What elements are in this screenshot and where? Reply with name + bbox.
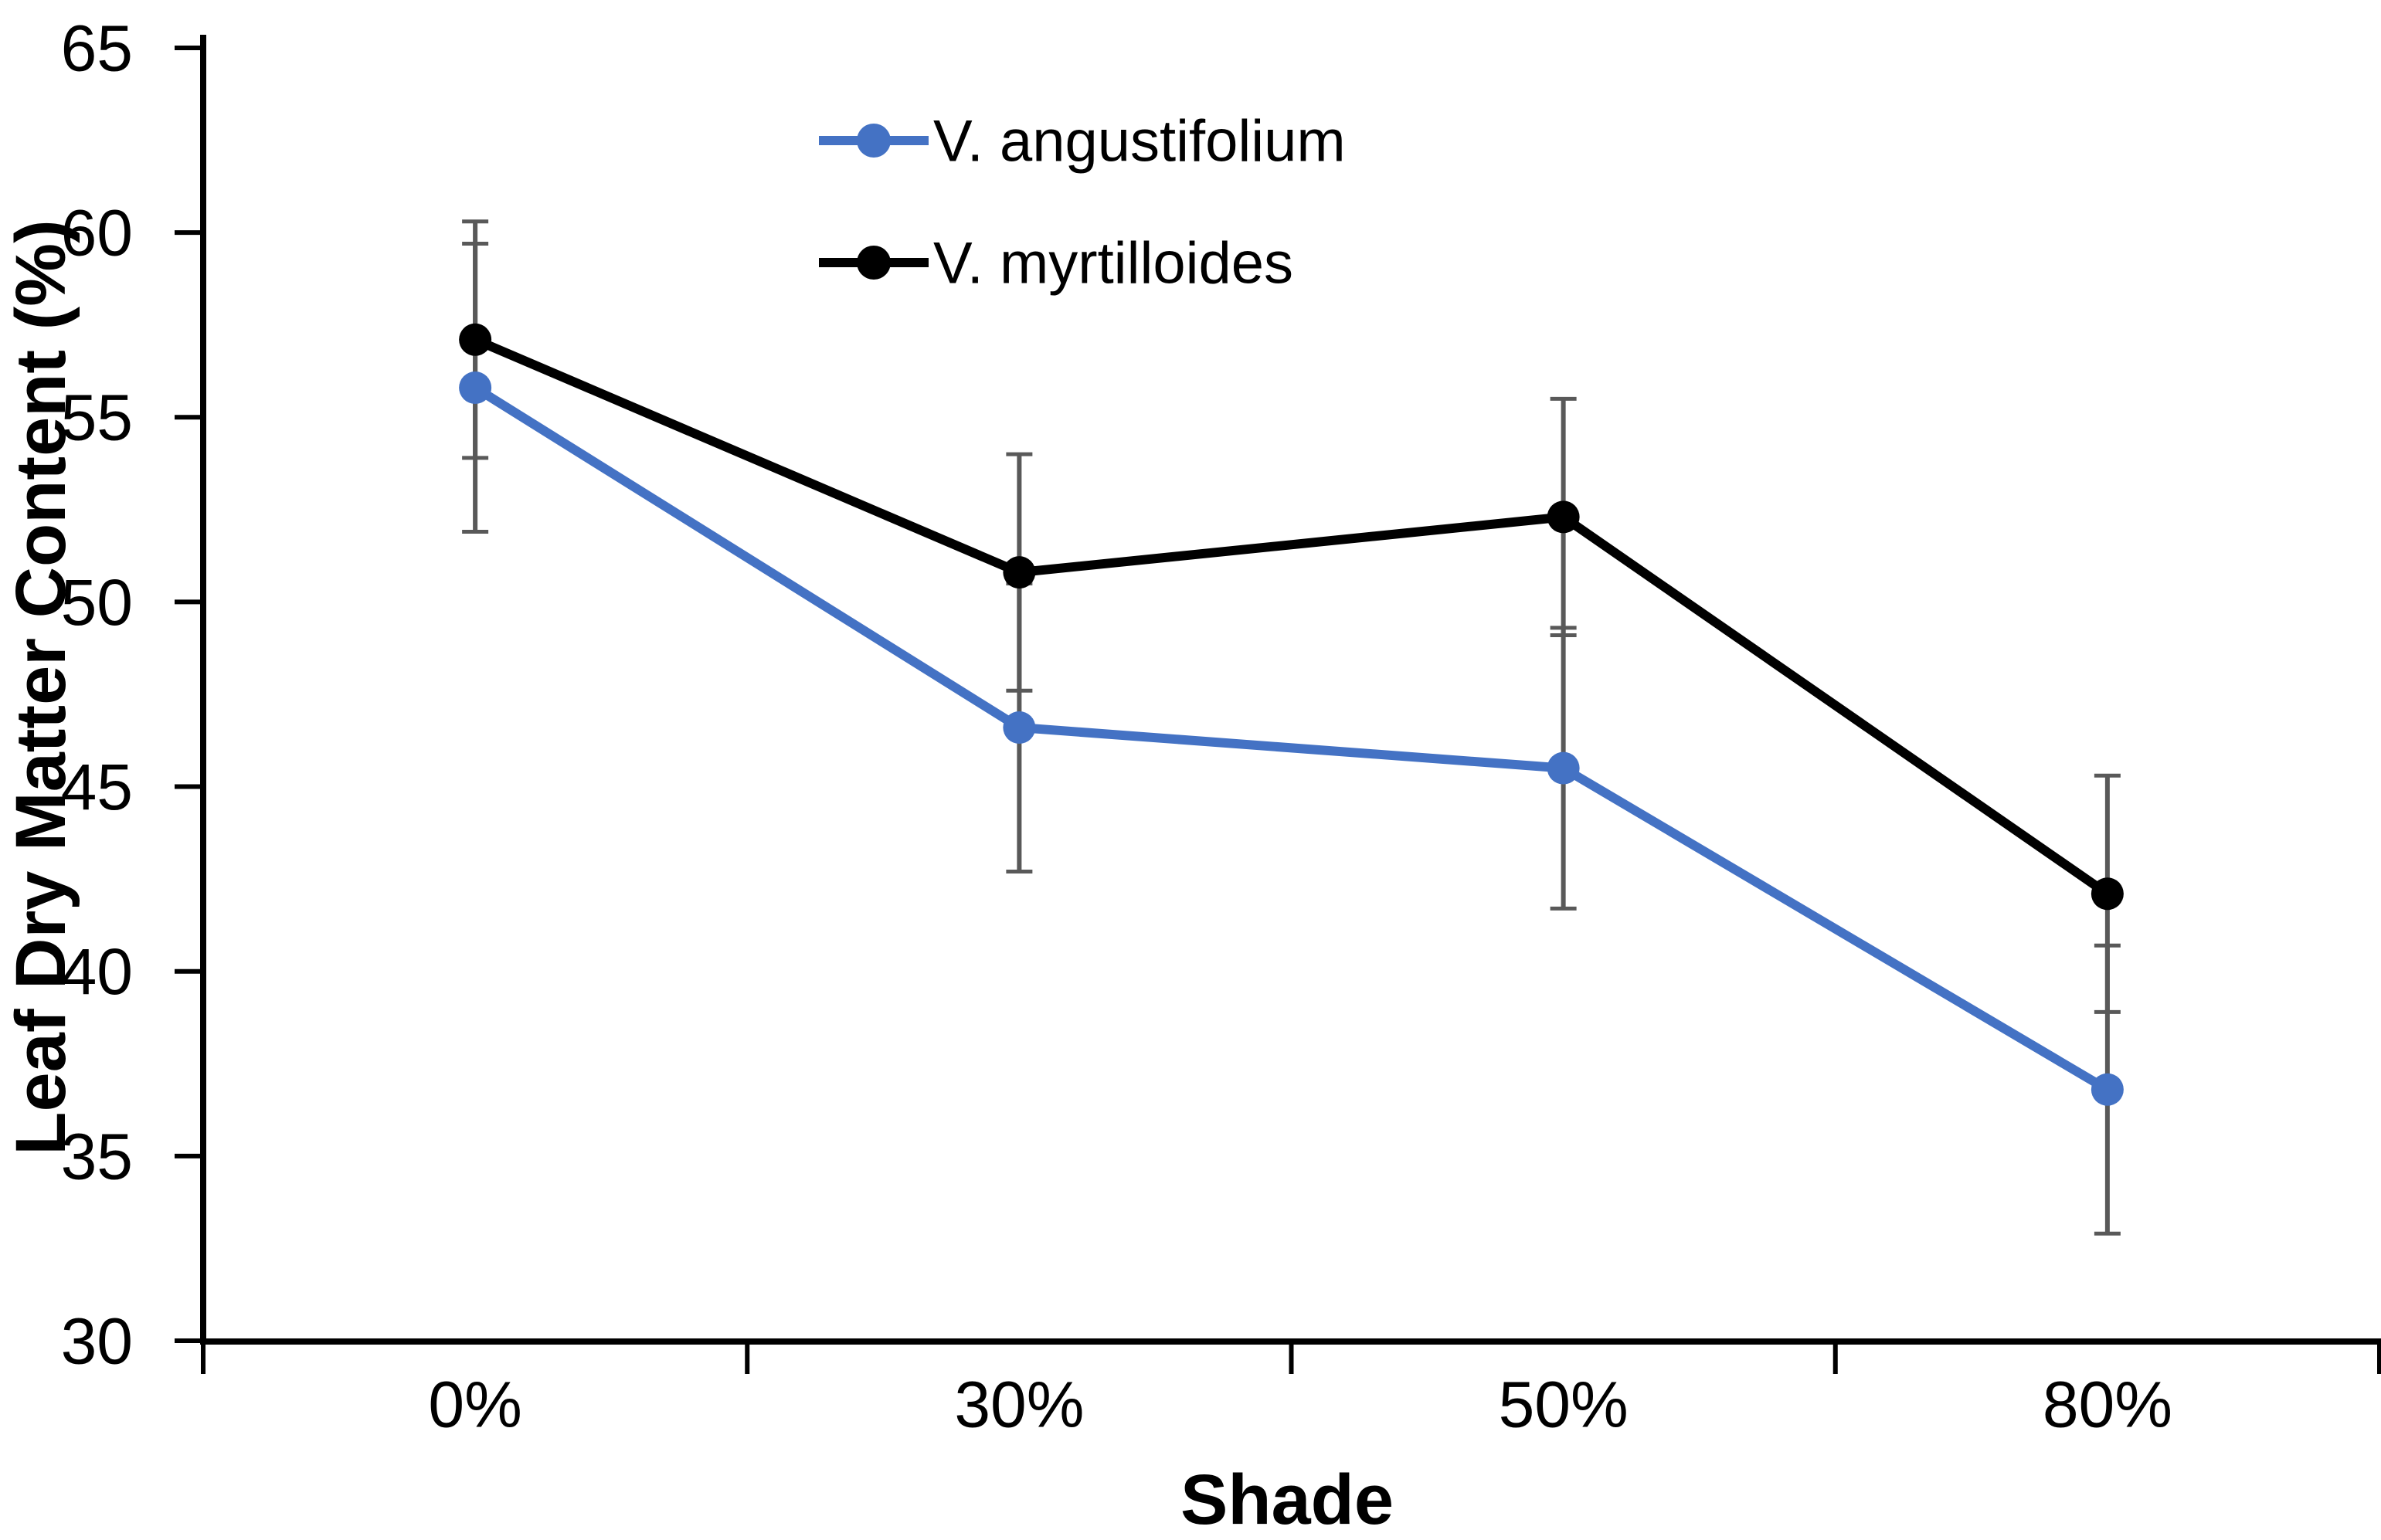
data-point-marker: [459, 323, 492, 356]
y-tick-label: 45: [61, 751, 133, 823]
series-markers-layer: [459, 323, 2124, 1106]
data-point-marker: [459, 371, 492, 404]
y-tick-label: 60: [61, 197, 133, 270]
x-axis-title: Shade: [1180, 1460, 1394, 1539]
y-axis-title: Leaf Dry Matter Content (%): [2, 219, 80, 1155]
x-tick-label: 30%: [954, 1368, 1084, 1440]
y-tick-label: 55: [61, 382, 133, 454]
legend-label-myrtilloides: V. myrtilloides: [933, 231, 1293, 297]
data-point-marker: [1547, 500, 1580, 534]
y-tick-label: 35: [61, 1120, 133, 1192]
axes-layer: [175, 35, 2381, 1374]
tick-labels-layer: 30 35 40 45 50 55 60 65 0% 30% 50% 80%: [61, 12, 2172, 1440]
y-tick-label: 50: [61, 566, 133, 639]
series-lines-layer: [470, 334, 2112, 1094]
y-tick-label: 65: [61, 12, 133, 84]
y-tick-label: 40: [61, 935, 133, 1008]
data-point-marker: [1003, 711, 1036, 745]
data-point-marker: [1547, 751, 1580, 785]
legend-marker-angustifolium: [819, 124, 929, 158]
data-point-marker: [2091, 877, 2124, 911]
legend-label-angustifolium: V. angustifolium: [933, 109, 1346, 175]
series-line-1: [470, 334, 2112, 899]
x-tick-label: 0%: [428, 1368, 521, 1440]
legend-circle: [857, 246, 891, 280]
x-tick-label: 50%: [1499, 1368, 1629, 1440]
data-point-marker: [1003, 556, 1036, 589]
legend-circle: [857, 124, 891, 158]
x-tick-label: 80%: [2043, 1368, 2172, 1440]
y-tick-label: 30: [61, 1304, 133, 1377]
legend-marker-myrtilloides: [819, 246, 929, 280]
data-point-marker: [2091, 1073, 2124, 1106]
series-line-0: [470, 382, 2112, 1094]
legend: V. angustifolium V. myrtilloides: [819, 109, 1346, 297]
